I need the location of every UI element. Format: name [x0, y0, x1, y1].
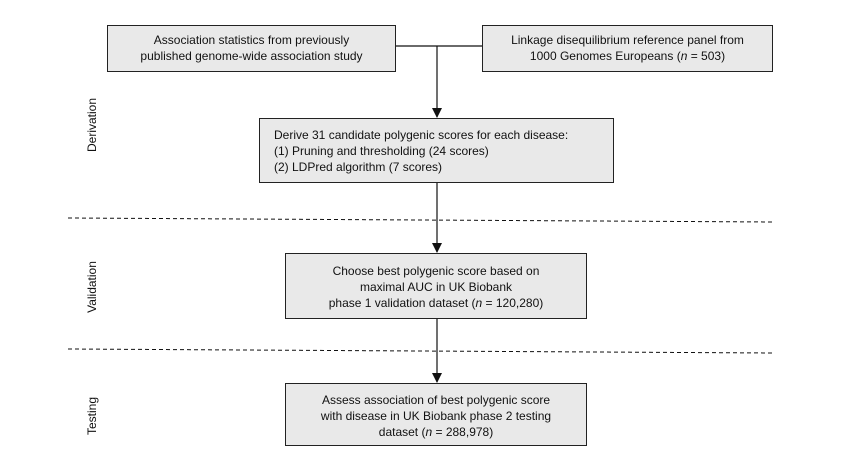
association-line-1: Association statistics from previously [153, 33, 350, 47]
validation-box: Choose best polygenic score based on max… [285, 253, 587, 319]
phase-divider-1 [67, 217, 774, 223]
derive-line-2: (1) Pruning and thresholding (24 scores) [274, 144, 489, 158]
ld-reference-panel-box: Linkage disequilibrium reference panel f… [482, 25, 773, 72]
validation-line-3-post: = 120,280) [482, 296, 544, 310]
derive-line-1: Derive 31 candidate polygenic scores for… [274, 128, 569, 142]
phase-label-validation: Validation [85, 261, 99, 313]
validation-line-2: maximal AUC in UK Biobank [359, 280, 513, 294]
testing-line-3: dataset (n = 288,978) [286, 424, 586, 440]
association-statistics-box: Association statistics from previously p… [107, 25, 396, 72]
derive-scores-box: Derive 31 candidate polygenic scores for… [259, 118, 614, 183]
ld-line-2: 1000 Genomes Europeans (n = 503) [483, 48, 772, 64]
validation-line-3-pre: phase 1 validation dataset ( [328, 296, 476, 310]
validation-n-symbol: n [475, 296, 483, 310]
testing-line-3-pre: dataset ( [378, 425, 426, 439]
phase-divider-2 [67, 348, 774, 354]
testing-box: Assess association of best polygenic sco… [285, 383, 587, 446]
ld-n-symbol: n [680, 49, 688, 63]
ld-line-2-post: = 503) [687, 49, 726, 63]
ld-line-1: Linkage disequilibrium reference panel f… [511, 33, 744, 47]
testing-line-2: with disease in UK Biobank phase 2 testi… [320, 409, 552, 423]
testing-line-3-post: = 288,978) [432, 425, 494, 439]
derive-line-3: (2) LDPred algorithm (7 scores) [274, 160, 443, 174]
validation-line-3: phase 1 validation dataset (n = 120,280) [286, 295, 586, 311]
testing-n-symbol: n [425, 425, 433, 439]
phase-label-testing: Testing [85, 396, 99, 436]
phase-label-derivation: Derivation [85, 97, 99, 153]
association-line-2: published genome-wide association study [140, 49, 363, 63]
testing-line-1: Assess association of best polygenic sco… [321, 393, 551, 407]
validation-line-1: Choose best polygenic score based on [332, 264, 540, 278]
ld-line-2-pre: 1000 Genomes Europeans ( [529, 49, 681, 63]
